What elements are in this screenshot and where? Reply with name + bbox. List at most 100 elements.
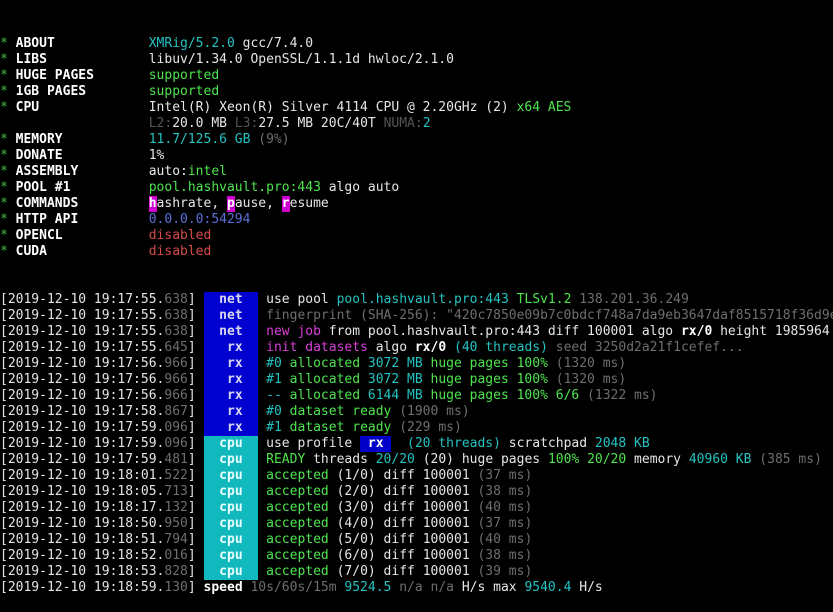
info-value-segment: L2: bbox=[148, 116, 173, 131]
log-message-segment: accepted bbox=[266, 564, 329, 579]
log-row: [2019-12-10 19:18:59.130] speed 10s/60s/… bbox=[0, 580, 833, 596]
log-message-segment: READY bbox=[266, 452, 306, 467]
log-message-segment: accepted bbox=[266, 468, 329, 483]
log-row: [2019-12-10 19:17:55.638] net new job fr… bbox=[0, 324, 833, 340]
log-message-segment: scratchpad bbox=[500, 436, 595, 451]
log-message-segment: (40 threads) bbox=[446, 340, 548, 355]
info-value-segment: 20.0 MB bbox=[172, 116, 227, 131]
log-row: [2019-12-10 19:17:59.481] cpu READY thre… bbox=[0, 452, 833, 468]
log-gap bbox=[258, 356, 266, 371]
log-timestamp-close: ] bbox=[187, 484, 204, 499]
log-message-segment: (20) bbox=[414, 452, 455, 467]
log-row: [2019-12-10 19:18:53.828] cpu accepted (… bbox=[0, 564, 833, 580]
log-message-segment: from pool.hashvault.pro:443 diff 100001 … bbox=[320, 324, 681, 339]
log-milliseconds: 638 bbox=[164, 324, 188, 339]
log-row: [2019-12-10 19:18:05.713] cpu accepted (… bbox=[0, 484, 833, 500]
log-timestamp: [2019-12-10 19:17:56. bbox=[0, 388, 165, 403]
info-value-segment: Intel(R) Xeon(R) Silver 4114 CPU @ 2.20G… bbox=[148, 100, 517, 115]
info-value-hotkey-badge[interactable]: r bbox=[281, 196, 290, 212]
info-label: ASSEMBLY bbox=[7, 164, 149, 179]
log-gap bbox=[258, 372, 266, 387]
info-row: * 1GB PAGES supported bbox=[0, 84, 833, 100]
log-message-segment: seed 3250d2a21f1cefef... bbox=[547, 340, 744, 355]
log-timestamp: [2019-12-10 19:17:58. bbox=[0, 404, 165, 419]
info-row: * ABOUT XMRig/5.2.0 gcc/7.4.0 bbox=[0, 36, 833, 52]
info-value-segment: ashrate, bbox=[156, 196, 227, 211]
log-gap bbox=[258, 388, 266, 403]
log-timestamp: [2019-12-10 19:17:59. bbox=[0, 436, 165, 451]
bullet-asterisk-icon: * bbox=[0, 212, 8, 227]
log-message-segment: 100001 bbox=[422, 532, 470, 547]
info-value-hotkey-badge[interactable]: p bbox=[227, 196, 235, 212]
log-gap bbox=[258, 484, 266, 499]
info-value-segment: algo auto bbox=[320, 180, 400, 195]
info-label: COMMANDS bbox=[7, 196, 149, 211]
log-timestamp: [2019-12-10 19:17:56. bbox=[0, 356, 165, 371]
bullet-asterisk-icon: * bbox=[0, 228, 8, 243]
info-label: CUDA bbox=[7, 244, 149, 259]
log-milliseconds: 096 bbox=[164, 420, 188, 435]
log-gap bbox=[258, 564, 266, 579]
log-message-segment: (39 ms) bbox=[469, 564, 533, 579]
log-row: [2019-12-10 19:17:59.096] cpu use profil… bbox=[0, 436, 833, 452]
log-tag-cpu: cpu bbox=[203, 548, 259, 564]
log-message-segment: 100% 20/20 bbox=[547, 452, 627, 467]
info-row: * MEMORY 11.7/125.6 GB (9%) bbox=[0, 132, 833, 148]
log-message-segment: (37 ms) bbox=[469, 516, 533, 531]
bullet-asterisk-icon: * bbox=[0, 36, 8, 51]
info-value-segment: disabled bbox=[148, 228, 212, 243]
info-row: * POOL #1 pool.hashvault.pro:443 algo au… bbox=[0, 180, 833, 196]
info-row: L2:20.0 MB L3:27.5 MB 20C/40T NUMA:2 bbox=[0, 116, 833, 132]
log-milliseconds: 966 bbox=[164, 356, 188, 371]
log-gap bbox=[258, 436, 266, 451]
info-label: ABOUT bbox=[7, 36, 149, 51]
log-message-segment: height 1985964 bbox=[712, 324, 830, 339]
log-gap bbox=[258, 548, 266, 563]
xmrig-info-block: * ABOUT XMRig/5.2.0 gcc/7.4.0 * LIBS libu… bbox=[0, 36, 833, 260]
log-timestamp-close: ] bbox=[187, 580, 204, 595]
log-tag-rx: rx bbox=[203, 340, 259, 356]
info-value-hotkey-badge[interactable]: h bbox=[148, 196, 157, 212]
info-value-segment: esume bbox=[289, 196, 329, 211]
log-message-segment: dataset ready bbox=[281, 420, 392, 435]
log-milliseconds: 966 bbox=[164, 388, 188, 403]
log-message-segment: #1 bbox=[266, 420, 282, 435]
log-message-segment: new job bbox=[266, 324, 321, 339]
info-value-segment: 0.0.0.0:54294 bbox=[148, 212, 251, 227]
bullet-asterisk-icon: * bbox=[0, 180, 8, 195]
log-tag-cpu: cpu bbox=[203, 516, 259, 532]
log-message-segment: 6144 MB bbox=[367, 388, 423, 403]
log-timestamp: [2019-12-10 19:18:01. bbox=[0, 468, 165, 483]
log-timestamp: [2019-12-10 19:17:56. bbox=[0, 372, 165, 387]
log-message-segment: 100% bbox=[516, 356, 548, 371]
log-timestamp-close: ] bbox=[187, 356, 204, 371]
log-timestamp: [2019-12-10 19:17:55. bbox=[0, 324, 165, 339]
info-row: * ASSEMBLY auto:intel bbox=[0, 164, 833, 180]
log-message-segment: use pool bbox=[266, 292, 337, 307]
bullet-asterisk-icon: * bbox=[0, 132, 8, 147]
log-gap bbox=[258, 340, 266, 355]
log-message-segment: H/s bbox=[461, 580, 486, 595]
log-tag-net: net bbox=[203, 308, 259, 324]
log-message-segment: fingerprint (SHA-256): "420c7850e09b7c0b… bbox=[266, 308, 833, 323]
log-milliseconds: 828 bbox=[164, 564, 188, 579]
info-row: * DONATE 1% bbox=[0, 148, 833, 164]
info-row: * OPENCL disabled bbox=[0, 228, 833, 244]
info-value-segment: (9%) bbox=[250, 132, 290, 147]
log-message-segment: memory bbox=[626, 452, 689, 467]
log-row: [2019-12-10 19:17:56.966] rx -- allocate… bbox=[0, 388, 833, 404]
log-gap bbox=[258, 452, 266, 467]
log-message-segment: (3/0) diff bbox=[328, 500, 423, 515]
log-milliseconds: 794 bbox=[164, 532, 188, 547]
log-milliseconds: 522 bbox=[164, 468, 188, 483]
log-message-segment: allocated bbox=[281, 388, 368, 403]
log-message-hotkey-badge[interactable]: rx bbox=[360, 436, 392, 452]
log-tag-cpu: cpu bbox=[203, 564, 259, 580]
log-timestamp-close: ] bbox=[187, 516, 204, 531]
log-message-segment: 3072 MB bbox=[367, 372, 423, 387]
log-message-segment: accepted bbox=[266, 484, 329, 499]
log-message-segment: accepted bbox=[266, 500, 329, 515]
info-value-segment: gcc/7.4.0 bbox=[234, 36, 314, 51]
log-message-segment: (5/0) diff bbox=[328, 532, 423, 547]
log-gap bbox=[258, 308, 266, 323]
